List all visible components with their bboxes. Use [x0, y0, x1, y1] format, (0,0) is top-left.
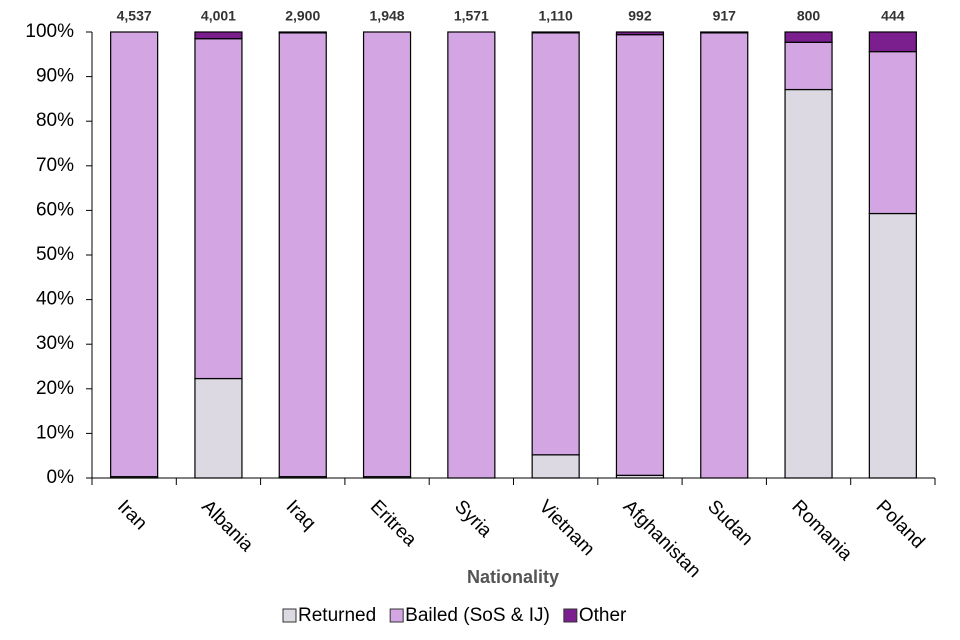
bar-segment	[868, 31, 917, 53]
x-tick-label: Iraq	[282, 496, 320, 534]
x-tick-label: Vietnam	[535, 496, 599, 560]
legend-swatch	[282, 608, 297, 623]
y-tick-label: 30%	[36, 333, 74, 354]
x-tick-label: Poland	[872, 496, 929, 553]
bar-segment	[700, 31, 749, 34]
y-tick-label: 80%	[36, 110, 74, 131]
x-tick-label: Syria	[450, 496, 496, 542]
x-axis-label: Nationality	[467, 567, 559, 587]
bar-segment	[784, 88, 833, 479]
y-tick-label: 60%	[36, 199, 74, 220]
legend-swatch	[389, 608, 404, 623]
total-label: 917	[713, 8, 737, 24]
y-tick-label: 90%	[36, 66, 74, 87]
x-tick-label: Eritrea	[366, 496, 421, 551]
y-tick-label: 100%	[25, 21, 74, 42]
bar-segment	[531, 454, 580, 479]
x-tick-label: Romania	[787, 496, 856, 565]
bar-segment	[278, 31, 327, 34]
x-tick-label: Iran	[113, 496, 151, 534]
bar-segment	[362, 31, 412, 478]
bar-segment	[615, 31, 665, 36]
x-tick-label: Sudan	[703, 496, 757, 550]
bar-segment	[700, 32, 749, 479]
total-label: 2,900	[285, 8, 320, 24]
x-tick-label: Albania	[197, 496, 257, 556]
bar-segment	[868, 51, 917, 215]
bar-segment	[278, 32, 327, 478]
bar-segment	[531, 32, 580, 456]
total-label: 4,537	[117, 8, 152, 24]
total-label: 4,001	[201, 8, 236, 24]
total-label: 800	[797, 8, 821, 24]
bar-segment	[110, 31, 159, 478]
y-tick-label: 10%	[36, 422, 74, 443]
legend-label: Bailed (SoS & IJ)	[405, 605, 550, 626]
total-label: 1,948	[370, 8, 405, 24]
bar-segment	[194, 38, 243, 380]
total-label: 992	[628, 8, 652, 24]
bar-segment	[868, 212, 917, 479]
bar-segment	[784, 31, 833, 43]
total-label: 1,110	[539, 8, 573, 24]
bar-segment	[447, 31, 496, 479]
total-label: 1,571	[454, 8, 489, 24]
total-label: 444	[881, 8, 905, 24]
legend-label: Returned	[298, 605, 376, 626]
x-tick-label: Afghanistan	[619, 496, 705, 582]
y-tick-label: 50%	[36, 244, 74, 265]
legend-swatch	[563, 608, 578, 623]
y-tick-label: 20%	[36, 378, 74, 399]
y-tick-label: 0%	[47, 467, 75, 488]
bar-segment	[194, 31, 243, 40]
y-tick-label: 70%	[36, 155, 74, 176]
bar-segment	[531, 31, 580, 34]
legend-label: Other	[579, 605, 627, 626]
bar-segment	[784, 41, 833, 91]
bar-segment	[615, 34, 665, 476]
y-tick-label: 40%	[36, 289, 74, 310]
bar-segment	[194, 377, 243, 479]
